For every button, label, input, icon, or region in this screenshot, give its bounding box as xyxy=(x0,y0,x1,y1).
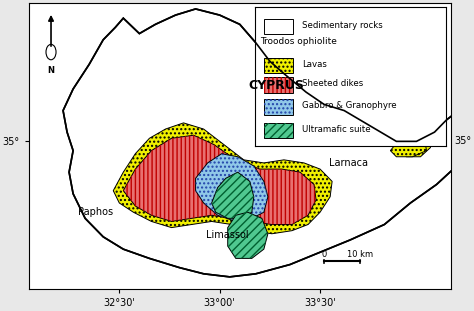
Polygon shape xyxy=(391,132,427,157)
Text: Larnaca: Larnaca xyxy=(328,158,368,168)
Text: CYPRUS: CYPRUS xyxy=(248,79,304,92)
Text: 35°: 35° xyxy=(455,136,472,146)
Polygon shape xyxy=(212,172,254,218)
Text: 0: 0 xyxy=(321,250,327,259)
Polygon shape xyxy=(63,9,474,277)
Text: 10 km: 10 km xyxy=(347,250,374,259)
Polygon shape xyxy=(123,135,316,225)
Polygon shape xyxy=(196,154,268,221)
Polygon shape xyxy=(113,123,332,234)
Text: Limassol: Limassol xyxy=(206,230,249,240)
Text: Paphos: Paphos xyxy=(78,207,113,217)
Text: N: N xyxy=(47,66,55,75)
Polygon shape xyxy=(396,132,430,157)
Polygon shape xyxy=(228,212,268,258)
